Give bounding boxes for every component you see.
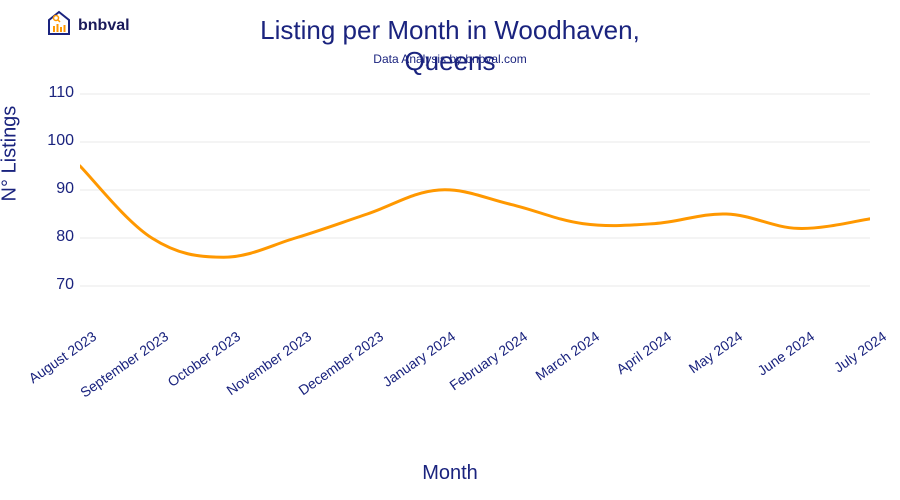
data-line — [80, 166, 870, 257]
chart-title: Listing per Month in Woodhaven, Queens — [225, 15, 675, 77]
y-axis-label: N° Listings — [0, 106, 22, 202]
x-axis-label: Month — [422, 462, 478, 485]
logo-text: bnbval — [78, 17, 130, 35]
y-tick: 70 — [42, 276, 74, 294]
y-tick: 90 — [42, 180, 74, 198]
house-chart-icon — [45, 10, 73, 41]
line-chart-svg — [80, 70, 870, 310]
y-tick: 80 — [42, 228, 74, 246]
chart-subtitle: Data Analysis by bnbval.com — [373, 52, 526, 66]
logo: bnbval — [45, 10, 130, 41]
y-tick: 100 — [42, 132, 74, 150]
y-tick: 110 — [42, 84, 74, 102]
chart-plot-area — [80, 70, 870, 310]
